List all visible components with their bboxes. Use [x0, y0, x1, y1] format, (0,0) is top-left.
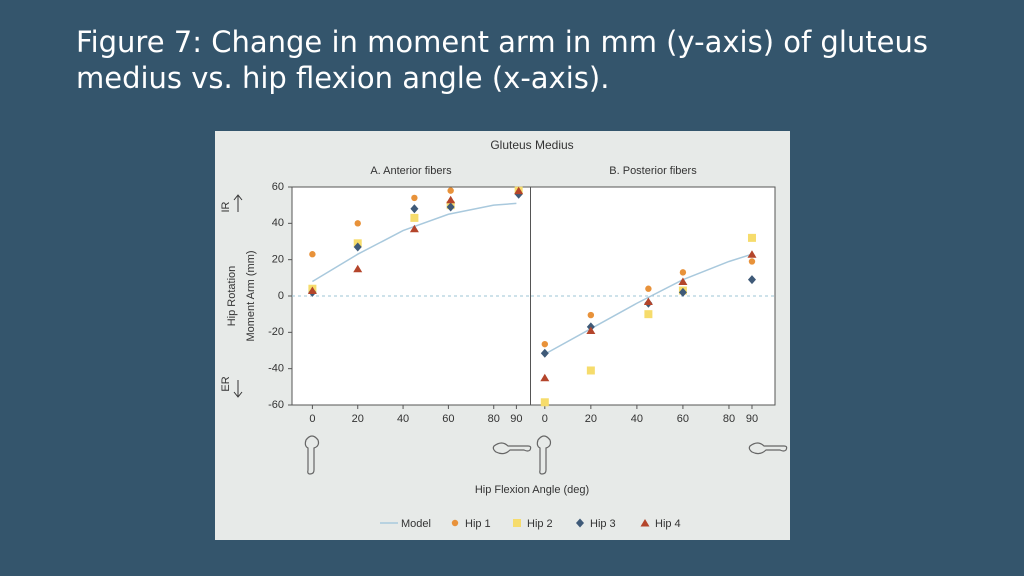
point: [678, 287, 687, 297]
y-tick-label: 0: [278, 290, 284, 302]
y-axis-label: Moment Arm (mm): [245, 250, 257, 341]
x-tick-label: 60: [442, 413, 454, 425]
legend-marker: [451, 519, 459, 527]
point: [353, 242, 362, 252]
point: [747, 233, 756, 242]
x-tick-label: 90: [746, 413, 758, 425]
point: [586, 326, 596, 335]
point: [410, 213, 419, 222]
point: [747, 275, 756, 285]
legend-marker: [576, 518, 584, 528]
point: [309, 251, 316, 258]
point: [410, 204, 419, 214]
ir-arrow: [233, 194, 243, 212]
point: [541, 340, 549, 348]
x-tick-label: 80: [723, 413, 735, 425]
ir-label: IR: [220, 201, 232, 212]
legend-label: Hip 1: [465, 518, 491, 530]
x-axis-label: Hip Flexion Angle (deg): [475, 484, 589, 496]
title-line: Figure 7: Change in moment arm in mm (y-…: [76, 25, 928, 59]
er-label: ER: [220, 376, 232, 391]
model-line: [544, 253, 753, 355]
er-arrow: [233, 380, 243, 398]
bone-icons: [304, 435, 788, 475]
y-tick-label: -20: [268, 326, 284, 338]
point: [586, 366, 595, 375]
x-tick-label: 0: [542, 413, 548, 425]
panel-title: B. Posterior fibers: [609, 165, 697, 177]
point: [643, 297, 653, 305]
model-line: [312, 202, 517, 283]
y-tick-label: 20: [272, 254, 284, 266]
point: [353, 264, 363, 273]
point: [447, 187, 454, 194]
point: [645, 285, 652, 292]
y-tick-label: 40: [272, 217, 284, 229]
point: [307, 286, 317, 295]
point: [540, 348, 549, 358]
x-tick-label: 60: [677, 413, 689, 425]
x-tick-label: 80: [488, 413, 500, 425]
legend-label: Hip 4: [655, 518, 681, 530]
x-tick-label: 40: [397, 413, 409, 425]
panel-title: A. Anterior fibers: [370, 165, 452, 177]
slide-title: Figure 7: Change in moment arm in mm (y-…: [76, 24, 928, 96]
title-line: medius vs. hip flexion angle (x-axis).: [76, 61, 610, 95]
point: [540, 398, 549, 407]
point: [644, 310, 653, 319]
x-tick-label: 0: [309, 413, 315, 425]
y-tick-label: -40: [268, 363, 284, 375]
point: [679, 269, 687, 276]
point: [678, 277, 688, 285]
point: [411, 194, 418, 202]
legend-marker: [513, 519, 521, 527]
x-tick-label: 20: [585, 413, 597, 425]
point: [514, 186, 524, 195]
legend-marker: [640, 519, 650, 527]
y-tick-label: 60: [272, 181, 284, 193]
point: [446, 202, 455, 212]
legend-label: Hip 3: [590, 518, 616, 530]
x-tick-label: 20: [352, 413, 364, 425]
point: [747, 250, 757, 258]
x-tick-label: 90: [510, 413, 522, 425]
legend-label: Hip 2: [527, 518, 553, 530]
point: [409, 224, 419, 233]
point: [587, 311, 595, 319]
y-axis-label: Hip Rotation: [226, 266, 238, 327]
y-tick-label: -60: [268, 399, 284, 411]
point: [540, 373, 550, 382]
figure-title: Gluteus Medius: [490, 138, 573, 152]
point: [446, 195, 456, 204]
x-tick-label: 40: [631, 413, 643, 425]
point: [748, 258, 756, 265]
legend-label: Model: [401, 518, 431, 530]
point: [354, 220, 361, 227]
